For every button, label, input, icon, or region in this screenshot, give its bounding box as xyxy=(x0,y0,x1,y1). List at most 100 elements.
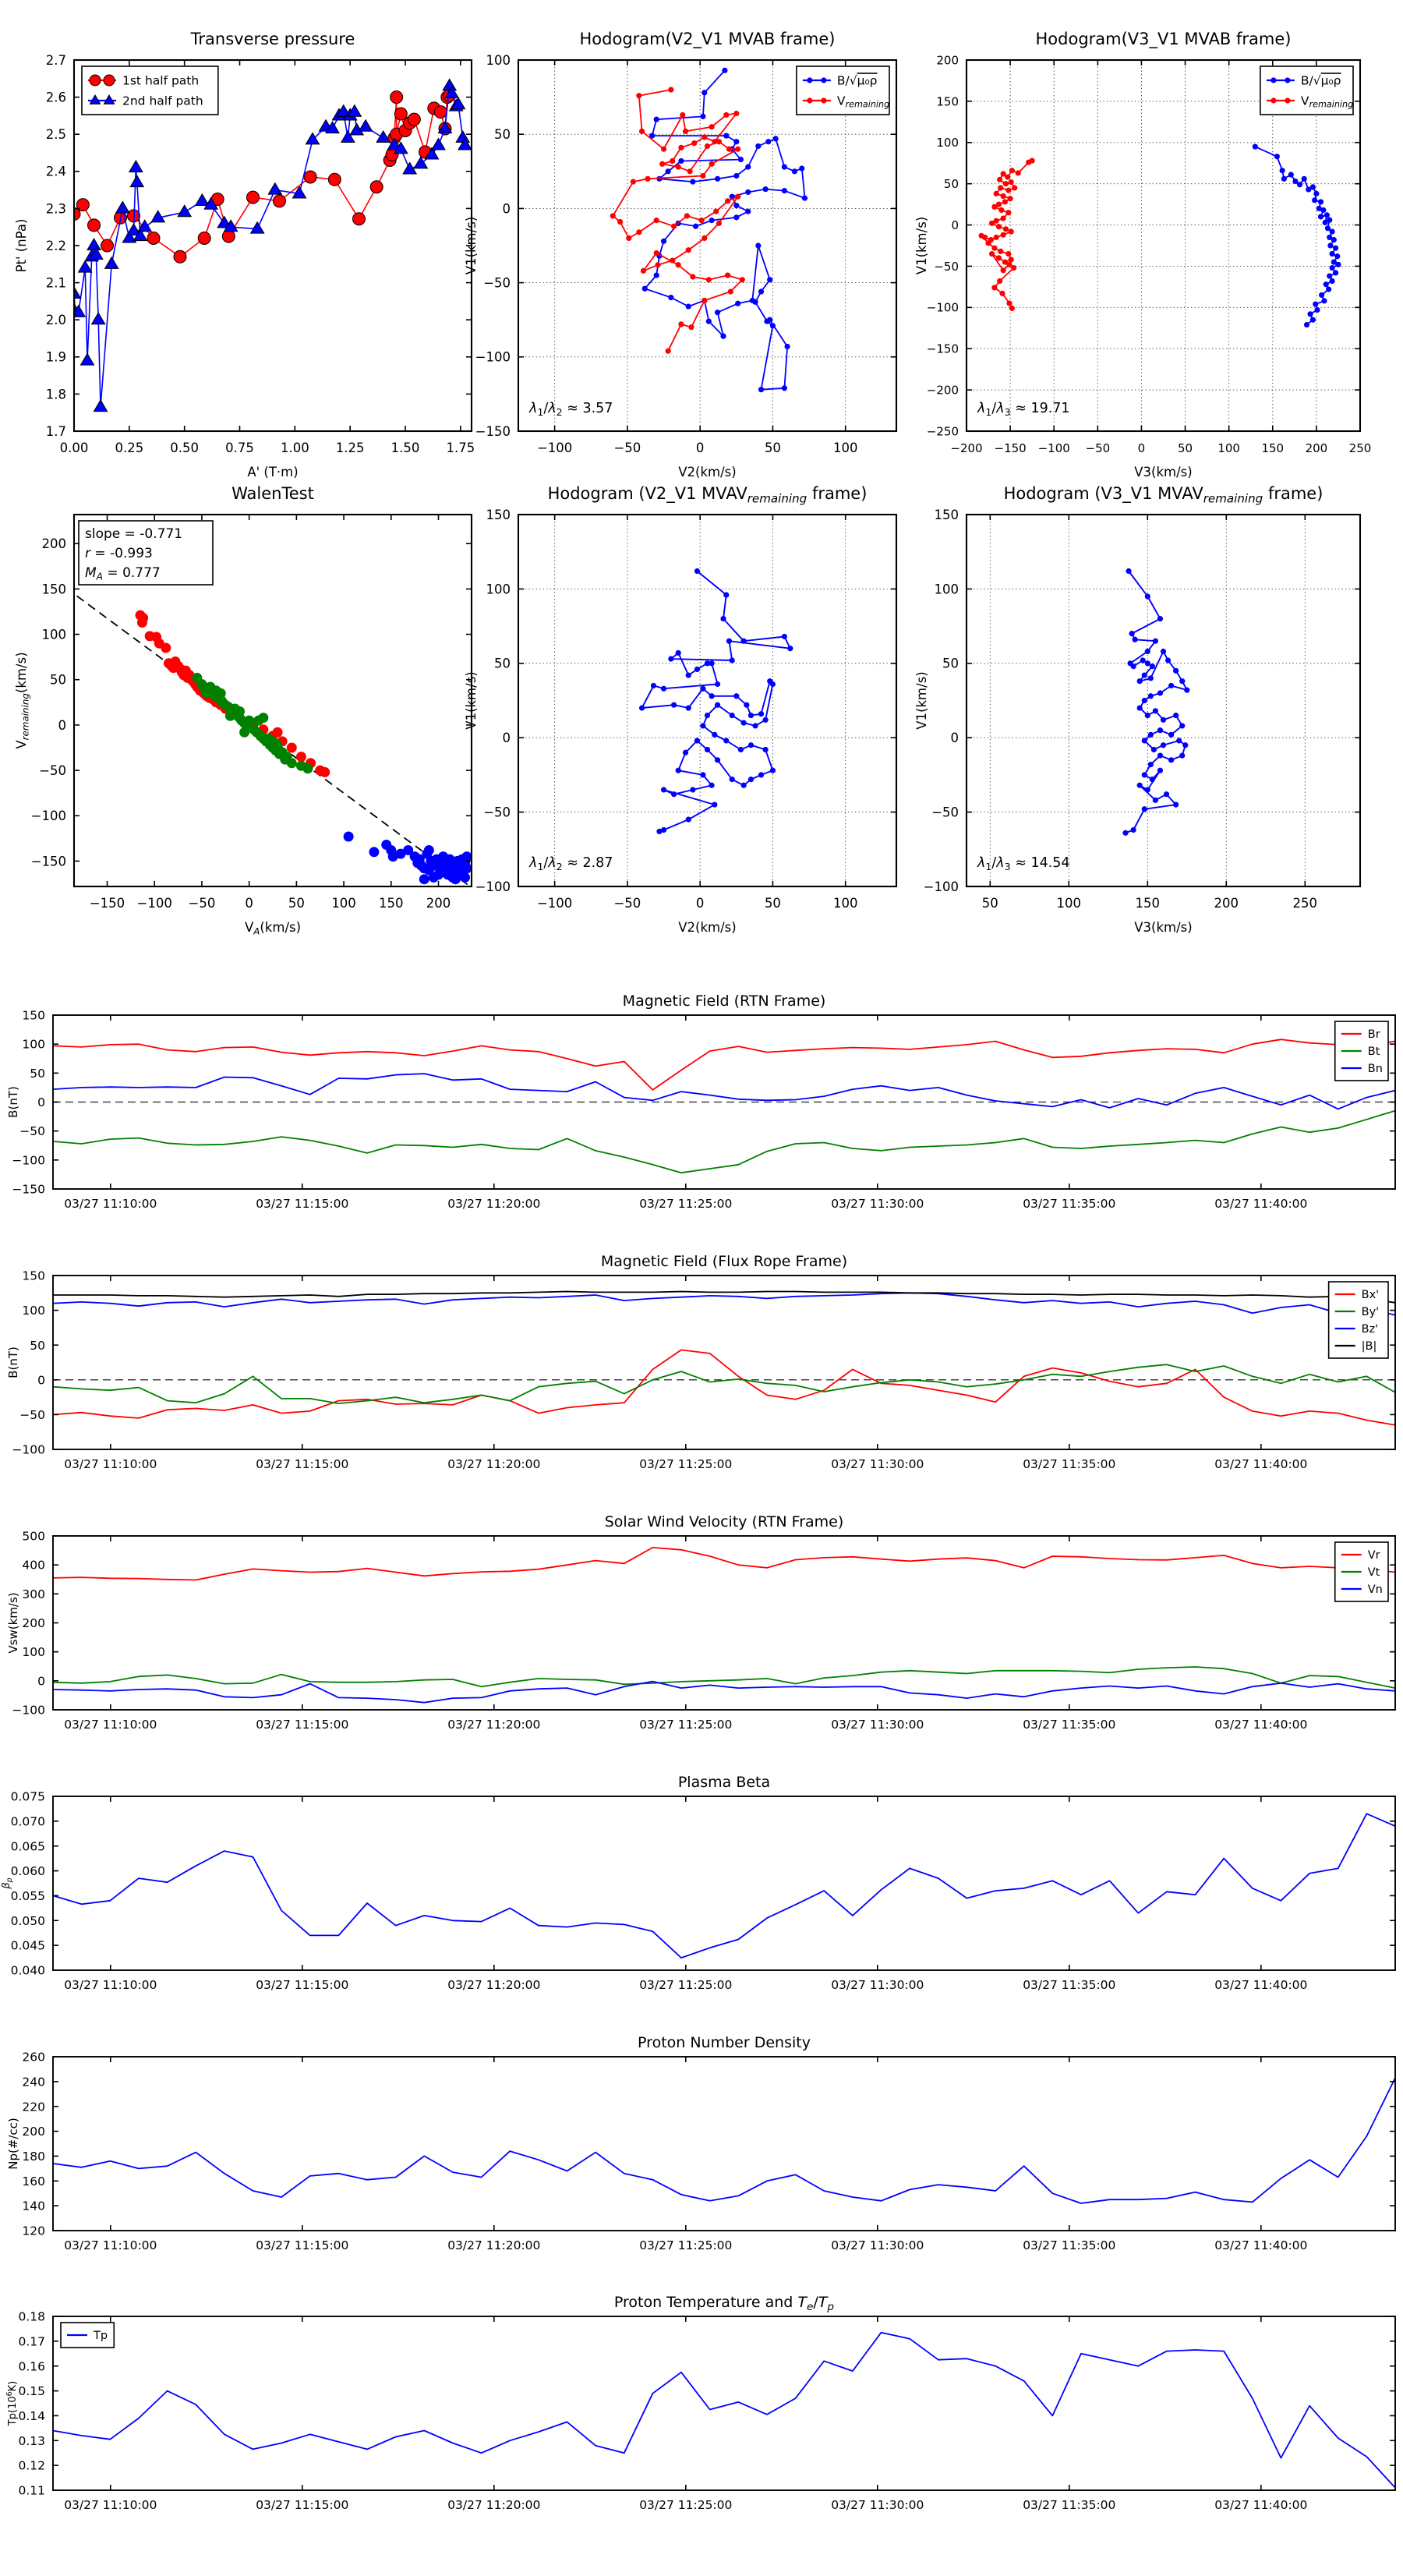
circle-marker xyxy=(103,74,115,87)
circle-marker xyxy=(87,218,101,232)
circle-marker xyxy=(235,706,245,717)
dot-marker xyxy=(1130,663,1136,670)
series-V-hodogram xyxy=(1122,568,1190,836)
dot-marker xyxy=(694,666,701,673)
series-2nd-half-path xyxy=(73,78,472,412)
x-tick-label: −150 xyxy=(90,896,125,911)
circle-marker xyxy=(461,851,472,862)
y-tick-label: 240 xyxy=(22,2075,45,2089)
ticks: 03/27 11:10:00 03/27 11:15:00 03/27 11:20:… xyxy=(12,1269,1395,1471)
annotation-text: λ1/λ3 ≈ 14.54 xyxy=(977,855,1070,872)
circle-marker xyxy=(272,740,283,751)
dot-marker xyxy=(1002,226,1009,232)
x-tick-label: 03/27 11:20:00 xyxy=(447,1457,540,1471)
x-tick-label: 03/27 11:25:00 xyxy=(639,1718,732,1732)
dot-marker xyxy=(1331,236,1337,243)
ticks: 03/27 11:10:00 03/27 11:15:00 03/27 11:20:… xyxy=(18,2310,1395,2512)
x-tick-label: 03/27 11:30:00 xyxy=(831,1457,924,1471)
dot-marker xyxy=(997,278,1003,285)
panel-hodogram-v2v1-mvav: λ1/λ2 ≈ 2.87 −100 −50 0 50 100 −100 −50 0 50 100 15… xyxy=(464,484,898,935)
grid xyxy=(966,59,1361,432)
dot-marker xyxy=(726,146,733,152)
dot-marker xyxy=(1144,712,1150,719)
x-tick-label: 03/27 11:20:00 xyxy=(447,1197,540,1211)
x-tick-label: 03/27 11:20:00 xyxy=(447,1718,540,1732)
triangle-marker xyxy=(115,200,130,214)
y-tick-label: −150 xyxy=(12,1183,45,1197)
x-tick-label: 03/27 11:30:00 xyxy=(831,1718,924,1732)
y-tick-label: 220 xyxy=(22,2100,45,2114)
y-tick-label: 0 xyxy=(503,731,511,745)
circle-marker xyxy=(272,727,283,738)
dot-marker xyxy=(752,723,758,729)
x-tick-label: 150 xyxy=(1261,441,1284,455)
circle-marker xyxy=(197,231,211,245)
x-tick-label: 150 xyxy=(379,896,404,911)
dot-marker xyxy=(747,777,755,783)
y-tick-label: −100 xyxy=(12,1704,45,1718)
dot-marker xyxy=(787,646,793,652)
annotation-line: r = -0.993 xyxy=(85,546,153,561)
y-tick-label: 0.070 xyxy=(11,1814,45,1828)
triangle-marker xyxy=(387,137,402,150)
circle-marker xyxy=(224,710,235,721)
dot-marker xyxy=(1141,697,1147,704)
x-tick-label: 100 xyxy=(833,441,858,455)
dot-marker xyxy=(660,787,667,793)
legend: B/√μ₀ρ Vremaining xyxy=(796,65,890,115)
dot-marker xyxy=(726,638,733,644)
x-tick-label: 200 xyxy=(1214,896,1239,911)
dot-marker xyxy=(995,255,1002,261)
ticks: −200 −150 −100 −50 0 50 100 150 200 250 −250 −200 −1… xyxy=(927,53,1372,455)
dot-marker xyxy=(727,288,733,295)
dot-marker xyxy=(1157,727,1164,734)
dot-marker xyxy=(1309,184,1316,190)
series-V-remaining xyxy=(610,87,745,354)
annotation-text: λ1/λ2 ≈ 2.87 xyxy=(528,855,613,872)
y-tick-label: 0 xyxy=(951,731,959,745)
circle-marker xyxy=(215,688,226,699)
chart-title: Magnetic Field (Flux Rope Frame) xyxy=(601,1253,847,1270)
circle-marker xyxy=(201,688,212,699)
triangle-marker xyxy=(80,352,95,366)
x-tick-label: 250 xyxy=(1349,441,1372,455)
dot-marker xyxy=(735,146,741,152)
dot-marker xyxy=(680,111,686,119)
axes-frame xyxy=(965,58,1362,433)
dot-marker xyxy=(690,179,696,185)
dot-marker xyxy=(1252,143,1258,150)
y-tick-label: 1.9 xyxy=(46,350,66,365)
circle-marker xyxy=(407,112,421,126)
x-tick-label: 100 xyxy=(331,896,356,911)
circle-marker xyxy=(327,172,341,186)
series-By-prime xyxy=(52,1364,1396,1404)
dot-marker xyxy=(1026,159,1032,165)
y-tick-label: −100 xyxy=(475,879,511,894)
dot-marker xyxy=(1149,777,1155,783)
dot-marker xyxy=(704,660,711,667)
y-tick-label: −50 xyxy=(934,260,959,274)
dot-marker xyxy=(712,801,718,808)
dot-marker xyxy=(690,274,696,280)
dot-marker xyxy=(733,693,740,699)
dot-marker xyxy=(716,220,723,227)
dot-marker xyxy=(1141,772,1147,778)
dot-marker xyxy=(610,213,616,219)
x-tick-label: 150 xyxy=(1136,896,1161,911)
dot-marker xyxy=(617,218,624,225)
x-tick-label: 03/27 11:15:00 xyxy=(256,2238,348,2252)
x-tick-label: 03/27 11:10:00 xyxy=(64,1457,157,1471)
y-tick-label: 0 xyxy=(37,1095,45,1109)
dot-marker xyxy=(767,277,773,283)
y-tick-label: 50 xyxy=(494,127,511,142)
dot-marker xyxy=(1279,168,1285,174)
dot-marker xyxy=(656,828,663,835)
x-tick-label: 03/27 11:15:00 xyxy=(256,1457,348,1471)
y-tick-label: −100 xyxy=(475,350,511,365)
circle-marker xyxy=(303,170,317,184)
x-tick-label: 1.50 xyxy=(391,441,420,455)
dot-marker xyxy=(645,175,651,182)
dot-marker xyxy=(1317,199,1324,205)
triangle-marker xyxy=(442,78,458,91)
